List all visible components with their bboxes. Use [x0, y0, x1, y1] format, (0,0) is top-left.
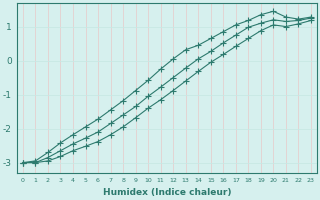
X-axis label: Humidex (Indice chaleur): Humidex (Indice chaleur) — [103, 188, 231, 197]
